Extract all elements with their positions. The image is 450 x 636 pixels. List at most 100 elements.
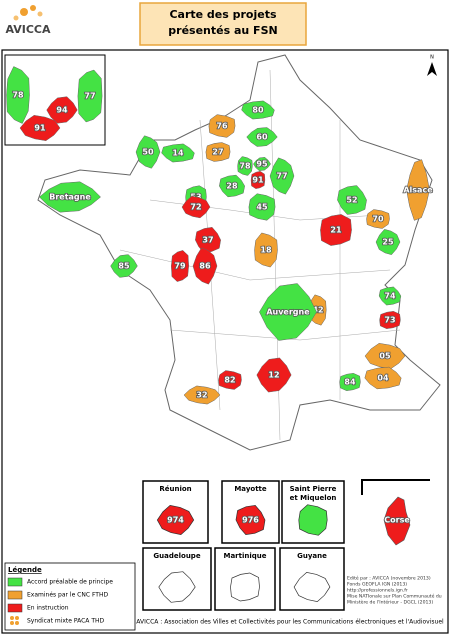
overseas-name: Martinique [223, 552, 266, 560]
region-label: Bretagne [49, 193, 91, 202]
legend-label: Examinés par le CNC FTHD [27, 592, 108, 599]
region-shape [110, 254, 138, 278]
region-shape [192, 247, 218, 285]
overseas-name: Guadeloupe [153, 552, 200, 560]
region-label: 28 [226, 182, 238, 191]
source-line: Ministère de l'Intérieur - DGCL (2013) [347, 599, 433, 606]
region-shape [6, 66, 30, 124]
legend-swatch [10, 616, 14, 620]
region-label: 04 [377, 374, 389, 383]
north-arrow: N [427, 55, 437, 76]
france-outline [37, 54, 441, 451]
title-line: présentés au FSN [168, 24, 277, 37]
legend-items: Accord préalable de principe Examinés par… [7, 577, 113, 625]
map-frame [1, 49, 449, 634]
region-shape [19, 115, 61, 141]
overseas-name: Mayotte [234, 485, 267, 493]
corse-shape [383, 496, 411, 546]
overseas-shape [156, 505, 195, 535]
region-label: 60 [256, 133, 268, 142]
region-label: 77 [84, 92, 95, 101]
region-shape [254, 232, 278, 268]
region-shape [195, 227, 221, 253]
region-label: 78 [239, 162, 251, 171]
region-label: 45 [256, 203, 268, 212]
footer: AVICCA : Association des Villes et Colle… [136, 619, 444, 626]
sources: Edité par : AVICCA (novembre 2013)Fonds … [347, 575, 442, 606]
region-shape [259, 283, 317, 341]
region-label: 86 [199, 262, 211, 271]
region-label: 32 [196, 391, 207, 400]
region-label: 91 [34, 124, 46, 133]
region-shape [208, 114, 236, 138]
region-label: 74 [384, 292, 396, 301]
region-label: 50 [142, 148, 154, 157]
region-label: 85 [118, 262, 130, 271]
legend-swatch [7, 603, 23, 613]
legend-box [4, 562, 136, 631]
region-label: 37 [202, 236, 213, 245]
legend-title: Légende [8, 566, 42, 574]
region-shape [250, 171, 266, 189]
region-shape [241, 100, 275, 120]
region-label: 12 [268, 371, 279, 380]
region-shape [269, 157, 295, 195]
region-shape [246, 127, 278, 147]
region-shape [339, 373, 361, 391]
corse-bracket [361, 479, 430, 495]
title-box [139, 2, 307, 46]
regions: 78 94 77 91 80 76 60 27 50 14 78 95 91 77 28 45 Bretagne… [6, 66, 434, 405]
overseas-name: Saint Pierre et Miquelon [290, 485, 337, 502]
region-shape [219, 174, 245, 198]
legend-label: Syndicat mixte PACA THD [27, 618, 104, 625]
overseas-label: 974 [167, 516, 184, 525]
overseas-shape [158, 571, 196, 603]
region-label: 82 [224, 376, 235, 385]
overseas-shape [298, 504, 328, 536]
legend-swatch [15, 616, 19, 620]
region-shape [171, 250, 189, 282]
region-label: Alsace [403, 186, 433, 195]
region-shape [77, 69, 103, 123]
overseas-label: 976 [242, 516, 259, 525]
region-shape [248, 193, 276, 221]
region-shape [364, 366, 402, 390]
region-label: 14 [172, 149, 184, 158]
region-shape [253, 157, 271, 171]
region-shape [135, 135, 161, 169]
region-shape [375, 229, 401, 255]
title-line: Carte des projets [169, 8, 277, 21]
region-label: 80 [252, 106, 264, 115]
overseas-name: Guyane [297, 552, 327, 560]
region-label: 77 [276, 172, 287, 181]
region-label: 79 [174, 262, 186, 271]
legend-swatch [7, 577, 23, 587]
region-shape [205, 142, 231, 162]
region-label: 42 [312, 306, 323, 315]
region-shape [39, 181, 101, 213]
region-label: 27 [212, 148, 223, 157]
region-label: Auvergne [266, 308, 310, 317]
source-line: http://professionnels.ign.fr [347, 588, 408, 594]
region-shape [406, 159, 430, 221]
region-label: 05 [379, 352, 391, 361]
region-label: 94 [56, 106, 68, 115]
region-label: 21 [330, 226, 342, 235]
overseas-shape [293, 572, 331, 602]
region-label: 70 [372, 215, 384, 224]
region-shape [337, 185, 367, 215]
legend-swatch [15, 621, 19, 625]
region-shape [379, 311, 401, 329]
corse-label: Corse [384, 516, 410, 525]
legend-label: Accord préalable de principe [27, 579, 113, 586]
legend-swatch [10, 621, 14, 625]
region-shape [320, 214, 352, 246]
region-label: 25 [382, 238, 394, 247]
logo: AVICCA [5, 5, 51, 36]
region-label: 73 [384, 316, 395, 325]
region-shape [237, 156, 253, 176]
region-label: 91 [252, 176, 264, 185]
source-line: Mise NATIonale sur Plan Communauté du [347, 593, 442, 600]
region-shape [256, 357, 292, 393]
